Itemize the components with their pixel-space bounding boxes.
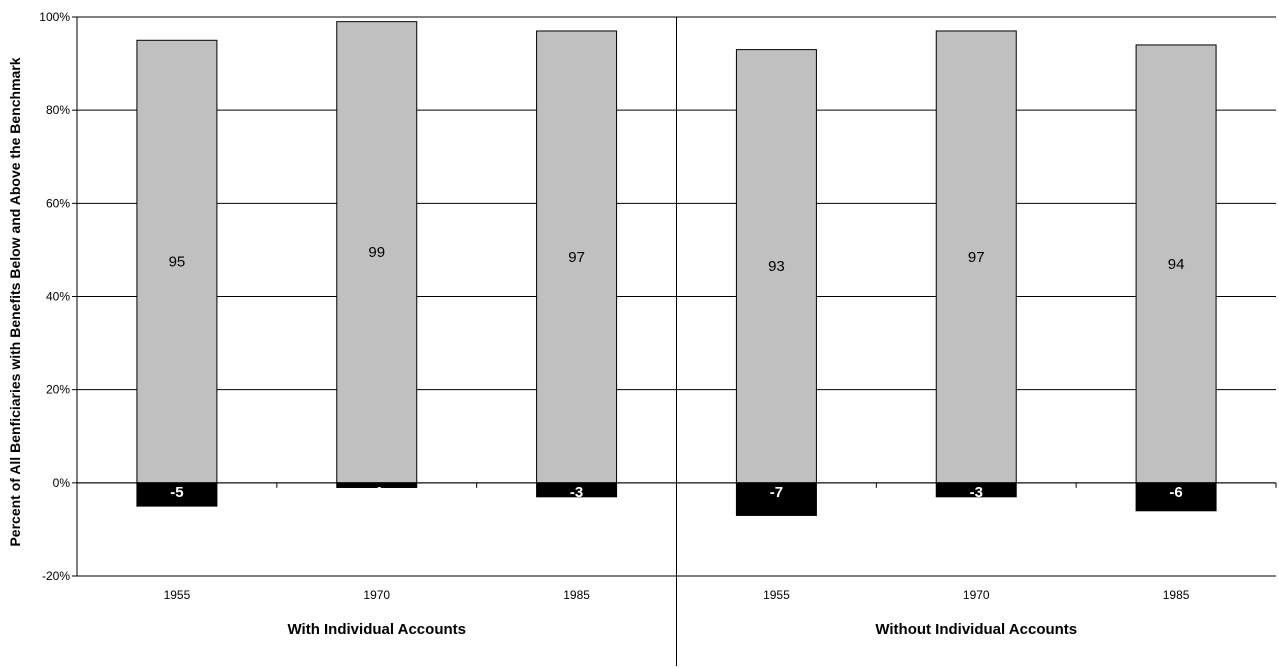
y-axis-label: Percent of All Benficiaries with Benefit… (7, 57, 23, 546)
axes (72, 16, 1277, 666)
bar-above-benchmark (136, 39, 218, 484)
data-label-below: -5 (170, 484, 183, 501)
bars (77, 21, 1276, 516)
x-tick-label: 1970 (963, 588, 990, 602)
x-tick-label: 1985 (563, 588, 590, 602)
data-label-above: 99 (368, 244, 385, 261)
bar-above-benchmark (1135, 44, 1217, 484)
bar-above-benchmark (735, 49, 817, 484)
x-tick-label: 1985 (1163, 588, 1190, 602)
x-tick-label: 1955 (763, 588, 790, 602)
y-tick-label: 20% (46, 383, 70, 397)
y-tick-label: 40% (46, 290, 70, 304)
x-tick-label: 1970 (363, 588, 390, 602)
bar-above-benchmark (935, 30, 1017, 484)
data-label-below: -7 (770, 484, 783, 501)
bar-above-benchmark (336, 21, 418, 484)
data-label-below: -1 (370, 484, 383, 501)
y-tick-label: 60% (46, 196, 70, 210)
labels: -20% 0% 20% 40% 60% 80% 100% 95 -5 1955 99 -1 1970 97… (39, 10, 1189, 638)
data-label-below: -3 (970, 484, 983, 501)
group-label: Without Individual Accounts (875, 621, 1077, 638)
data-label-above: 95 (169, 254, 186, 271)
y-tick-label: -20% (42, 569, 70, 583)
data-label-above: 94 (1168, 256, 1185, 273)
y-tick-label: 0% (53, 476, 71, 490)
bar-below-benchmark (1135, 482, 1217, 512)
data-label-below: -3 (570, 484, 583, 501)
data-label-above: 93 (768, 258, 785, 275)
y-tick-label: 100% (39, 10, 70, 24)
y-tick-label: 80% (46, 103, 70, 117)
data-label-above: 97 (568, 249, 585, 266)
group-label: With Individual Accounts (288, 621, 466, 638)
bar-above-benchmark (536, 30, 618, 484)
bar-below-benchmark (735, 482, 817, 516)
data-label-below: -6 (1169, 484, 1182, 501)
x-tick-label: 1955 (164, 588, 191, 602)
data-label-above: 97 (968, 249, 985, 266)
